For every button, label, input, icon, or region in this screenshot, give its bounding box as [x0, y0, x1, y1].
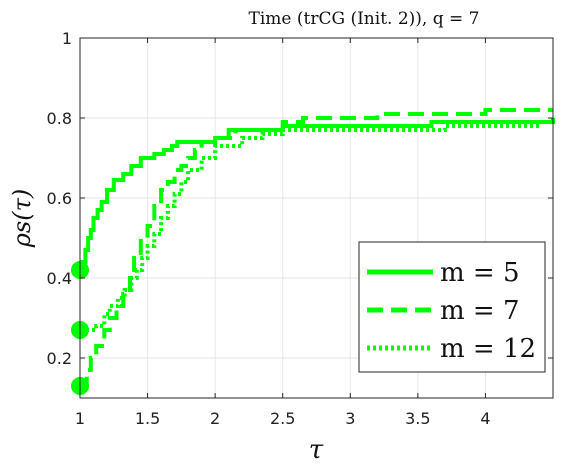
x-tick-label: 4 — [480, 409, 490, 428]
y-tick-label: 0.8 — [47, 109, 72, 128]
y-tick-label: 0.6 — [47, 189, 72, 208]
legend-label-1: m = 5 — [440, 258, 520, 288]
x-tick-label: 2 — [210, 409, 220, 428]
chart-title: Time (trCG (Init. 2)), q = 7 — [249, 9, 480, 29]
x-tick-label: 1 — [75, 409, 85, 428]
y-tick-label: 1 — [62, 29, 72, 48]
y-tick-label: 0.4 — [47, 269, 72, 288]
y-axis-ticks: 0.2 0.4 0.6 0.8 1 — [47, 29, 553, 368]
title: Time (trCG (Init. 2)), q = 7 — [249, 9, 480, 29]
x-axis-label: τ — [309, 435, 324, 465]
y-tick-label: 0.2 — [47, 349, 72, 368]
series-line-2 — [80, 108, 553, 388]
x-tick-label: 3.5 — [405, 409, 430, 428]
x-tick-label: 2.5 — [270, 409, 295, 428]
series-layer — [71, 108, 555, 395]
legend-label-3: m = 12 — [440, 334, 536, 364]
x-tick-label: 1.5 — [135, 409, 160, 428]
legend-box — [358, 241, 546, 373]
plot-frame — [79, 37, 554, 399]
legend: m = 5 m = 7 m = 12 — [358, 241, 546, 373]
x-axis-ticks: 1 1.5 2 2.5 3 3.5 4 — [75, 38, 491, 428]
legend-label-2: m = 7 — [440, 296, 520, 326]
series-line-3 — [80, 122, 542, 332]
x-tick-label: 3 — [345, 409, 355, 428]
y-axis-label: ρs(τ) — [8, 189, 36, 248]
